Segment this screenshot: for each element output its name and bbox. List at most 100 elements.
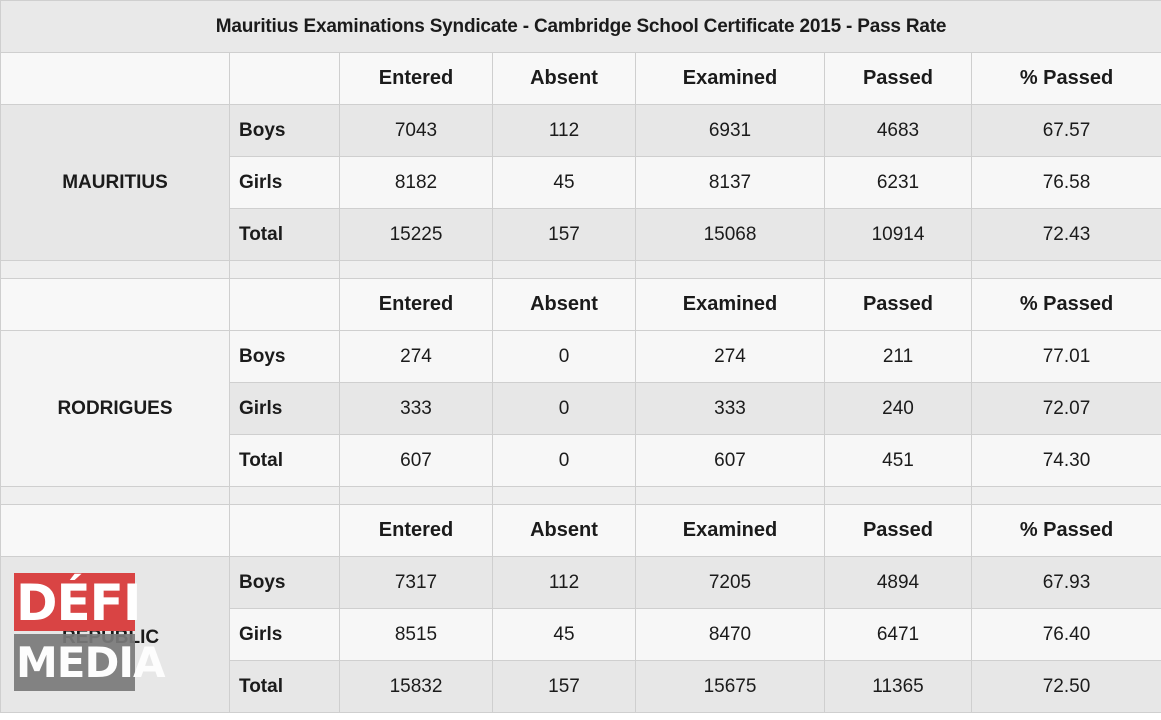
spacer-cell bbox=[0, 486, 230, 505]
header-percent-passed: % Passed bbox=[970, 504, 1161, 557]
defi-media-logo: DÉFI MEDIA bbox=[14, 573, 165, 691]
cell-passed: 11365 bbox=[824, 660, 972, 713]
cell-passed: 451 bbox=[824, 434, 972, 487]
table-title: Mauritius Examinations Syndicate - Cambr… bbox=[0, 0, 1161, 53]
cell-entered: 15832 bbox=[339, 660, 493, 713]
spacer-cell bbox=[492, 486, 636, 505]
cell-percent: 67.93 bbox=[970, 556, 1161, 609]
cell-absent: 45 bbox=[492, 156, 636, 209]
cell-absent: 157 bbox=[492, 660, 636, 713]
cell-examined: 607 bbox=[635, 434, 825, 487]
cell-entered: 7043 bbox=[339, 104, 493, 157]
spacer-cell bbox=[339, 486, 493, 505]
spacer-cell bbox=[229, 260, 340, 279]
cell-passed: 4894 bbox=[824, 556, 972, 609]
cell-examined: 6931 bbox=[635, 104, 825, 157]
table-row: Total 15225 157 15068 10914 72.43 bbox=[1, 208, 1161, 261]
spacer-cell bbox=[970, 486, 1161, 505]
cell-absent: 112 bbox=[492, 556, 636, 609]
spacer-cell bbox=[970, 260, 1161, 279]
cell-entered: 607 bbox=[339, 434, 493, 487]
header-percent-passed: % Passed bbox=[970, 52, 1161, 105]
table-row: Girls 8182 45 8137 6231 76.58 bbox=[1, 156, 1161, 209]
header-entered: Entered bbox=[339, 52, 493, 105]
header-passed: Passed bbox=[824, 278, 972, 331]
blank-header-cell bbox=[229, 52, 340, 105]
cell-absent: 0 bbox=[492, 330, 636, 383]
header-absent: Absent bbox=[492, 278, 636, 331]
cell-passed: 6231 bbox=[824, 156, 972, 209]
cell-absent: 0 bbox=[492, 382, 636, 435]
cell-examined: 15675 bbox=[635, 660, 825, 713]
cell-entered: 333 bbox=[339, 382, 493, 435]
cell-entered: 8515 bbox=[339, 608, 493, 661]
header-percent-passed: % Passed bbox=[970, 278, 1161, 331]
cell-percent: 76.40 bbox=[970, 608, 1161, 661]
cell-passed: 10914 bbox=[824, 208, 972, 261]
cell-examined: 8470 bbox=[635, 608, 825, 661]
cell-absent: 112 bbox=[492, 104, 636, 157]
spacer-cell bbox=[824, 486, 972, 505]
cell-examined: 15068 bbox=[635, 208, 825, 261]
blank-header-cell bbox=[0, 278, 230, 331]
header-examined: Examined bbox=[635, 52, 825, 105]
blank-header-cell bbox=[0, 52, 230, 105]
cell-percent: 77.01 bbox=[970, 330, 1161, 383]
spacer-row bbox=[0, 260, 1161, 279]
cell-passed: 240 bbox=[824, 382, 972, 435]
spacer-cell bbox=[229, 486, 340, 505]
spacer-cell bbox=[635, 260, 825, 279]
cell-passed: 211 bbox=[824, 330, 972, 383]
header-absent: Absent bbox=[492, 52, 636, 105]
cell-entered: 8182 bbox=[339, 156, 493, 209]
spacer-cell bbox=[635, 486, 825, 505]
row-label: Total bbox=[229, 660, 340, 713]
cell-absent: 0 bbox=[492, 434, 636, 487]
table-row: Girls 333 0 333 240 72.07 bbox=[1, 382, 1161, 435]
logo-line-2: MEDIA bbox=[14, 634, 165, 691]
cell-entered: 15225 bbox=[339, 208, 493, 261]
header-entered: Entered bbox=[339, 278, 493, 331]
spacer-row bbox=[0, 486, 1161, 505]
table-row: MAURITIUS Boys 7043 112 6931 4683 67.57 bbox=[0, 104, 1161, 261]
table-row: Boys 7317 112 7205 4894 67.93 bbox=[0, 556, 1161, 713]
cell-passed: 4683 bbox=[824, 104, 972, 157]
header-entered: Entered bbox=[339, 504, 493, 557]
header-absent: Absent bbox=[492, 504, 636, 557]
region-label: MAURITIUS bbox=[0, 104, 230, 261]
cell-examined: 8137 bbox=[635, 156, 825, 209]
table-row: RODRIGUES Boys 274 0 274 211 77.01 bbox=[0, 330, 1161, 487]
title-row: Mauritius Examinations Syndicate - Cambr… bbox=[0, 0, 1161, 53]
cell-absent: 45 bbox=[492, 608, 636, 661]
column-header-row: Entered Absent Examined Passed % Passed bbox=[0, 504, 1161, 557]
row-label: Girls bbox=[229, 156, 340, 209]
row-label: Total bbox=[229, 434, 340, 487]
spacer-cell bbox=[492, 260, 636, 279]
table-row: Total 607 0 607 451 74.30 bbox=[1, 434, 1161, 487]
cell-examined: 7205 bbox=[635, 556, 825, 609]
header-passed: Passed bbox=[824, 52, 972, 105]
column-header-row: Entered Absent Examined Passed % Passed bbox=[0, 278, 1161, 331]
blank-header-cell bbox=[229, 504, 340, 557]
cell-entered: 7317 bbox=[339, 556, 493, 609]
row-label: Total bbox=[229, 208, 340, 261]
spacer-cell bbox=[0, 260, 230, 279]
cell-passed: 6471 bbox=[824, 608, 972, 661]
spacer-cell bbox=[339, 260, 493, 279]
cell-examined: 333 bbox=[635, 382, 825, 435]
cell-percent: 72.07 bbox=[970, 382, 1161, 435]
header-examined: Examined bbox=[635, 504, 825, 557]
cell-examined: 274 bbox=[635, 330, 825, 383]
table-row: Total 15832 157 15675 11365 72.50 bbox=[1, 660, 1161, 713]
header-passed: Passed bbox=[824, 504, 972, 557]
blank-header-cell bbox=[229, 278, 340, 331]
cell-absent: 157 bbox=[492, 208, 636, 261]
region-label: RODRIGUES bbox=[0, 330, 230, 487]
row-label: Boys bbox=[229, 556, 340, 609]
column-header-row: Entered Absent Examined Passed % Passed bbox=[0, 52, 1161, 105]
spacer-cell bbox=[824, 260, 972, 279]
logo-line-1: DÉFI bbox=[14, 573, 141, 632]
row-label: Girls bbox=[229, 382, 340, 435]
